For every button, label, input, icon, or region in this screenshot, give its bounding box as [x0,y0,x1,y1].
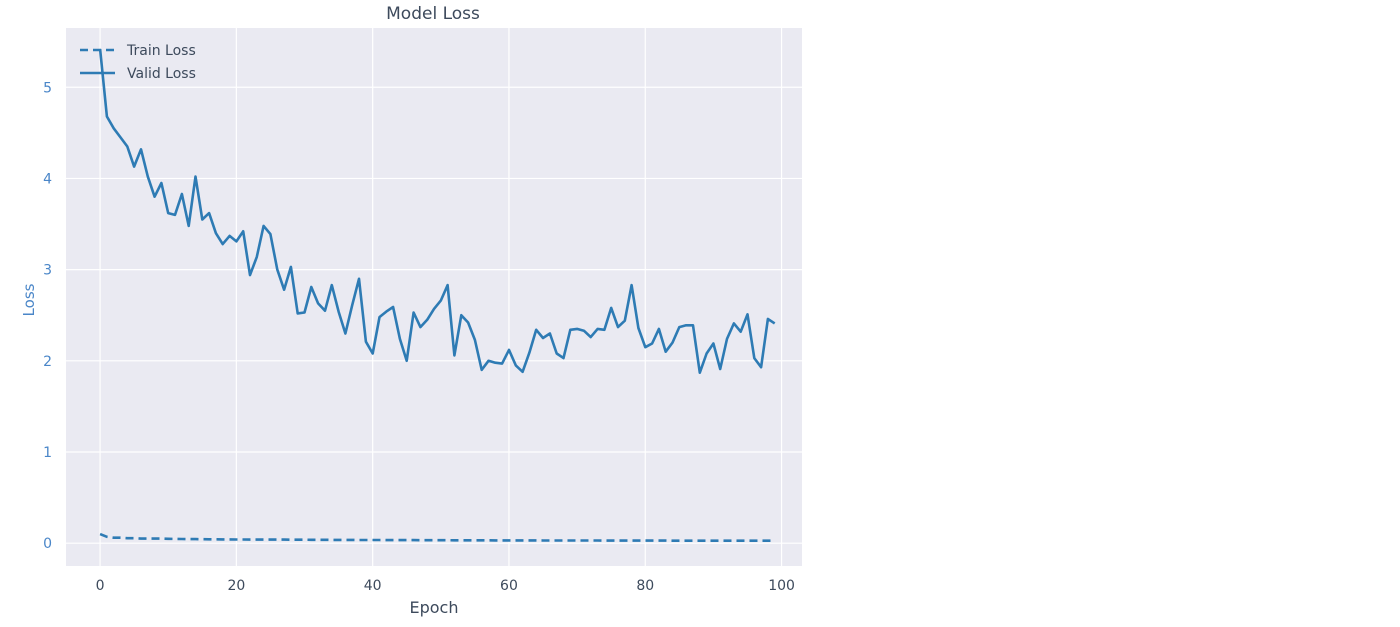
y-tick-label: 1 [43,445,52,461]
y-tick-labels: 0 1 2 3 4 5 [43,80,52,552]
x-tick-label: 20 [227,578,245,594]
plot-area [66,28,802,566]
x-tick-label: 0 [96,578,105,594]
y-tick-label: 3 [43,263,52,279]
series-line-train-loss [99,532,775,543]
y-tick-label: 5 [43,80,52,96]
x-tick-label: 80 [636,578,654,594]
x-tick-labels: 0 20 40 60 80 100 [96,578,795,594]
y-axis-title: Loss [20,283,38,316]
series-line-valid-loss [98,48,776,375]
legend-label: Valid Loss [127,66,196,82]
y-tick-label: 4 [43,171,52,187]
x-tick-label: 100 [768,578,795,594]
x-axis-title: Epoch [410,598,459,617]
x-tick-label: 60 [500,578,518,594]
x-tick-label: 40 [364,578,382,594]
y-tick-label: 0 [43,536,52,552]
grid-lines [66,28,802,566]
legend: Train Loss Valid Loss [80,43,196,82]
y-tick-label: 2 [43,354,52,370]
chart-title: Model Loss [386,4,480,24]
legend-label: Train Loss [126,43,196,59]
series-lines [98,48,776,543]
